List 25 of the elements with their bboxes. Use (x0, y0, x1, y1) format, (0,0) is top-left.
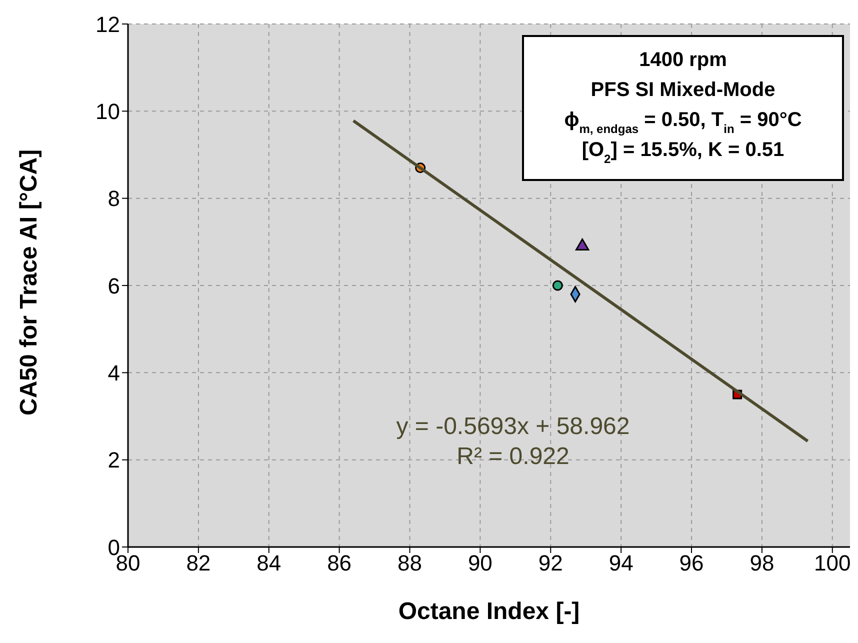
x-tick-label: 98 (750, 550, 774, 576)
y-tick-label: 4 (108, 360, 120, 386)
y-tick-label: 6 (108, 273, 120, 298)
y-tick-label: 8 (108, 186, 120, 212)
x-tick-label: 96 (679, 550, 704, 576)
y-axis-title: CA50 for Trace AI [°CA] (16, 149, 43, 416)
annotation: 1400 rpm (639, 49, 727, 71)
annotation: [O$_{2}$] = 15.5%, K = 0.51 (582, 139, 784, 166)
annotation: y = -0.5693x + 58.962 (396, 413, 630, 440)
x-tick-label: 92 (538, 550, 563, 576)
annotation: R² = 0.922 (456, 443, 570, 470)
y-tick-label: 10 (96, 98, 120, 124)
x-tick-label: 84 (256, 550, 282, 576)
y-tick-label: 12 (96, 12, 120, 37)
x-axis-title: Octane Index [-] (398, 598, 580, 625)
x-tick-label: 100 (814, 550, 851, 576)
x-tick-label: 86 (327, 550, 352, 576)
x-tick-label: 90 (468, 550, 492, 576)
point (552, 280, 563, 291)
x-tick-label: 88 (398, 550, 422, 576)
x-tick-label: 94 (608, 550, 634, 576)
annotation: ϕ$_{m, endgas}$ = 0.50, T$_{in}$ = 90°C (564, 109, 802, 136)
x-tick-label: 82 (186, 550, 211, 576)
annotation: PFS SI Mixed-Mode (590, 79, 776, 101)
y-tick-label: 2 (108, 448, 120, 473)
